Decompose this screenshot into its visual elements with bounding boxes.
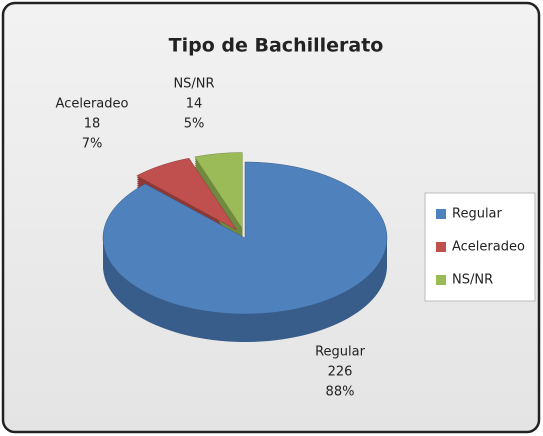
legend-swatch	[436, 209, 446, 219]
data-label-value: 14	[186, 97, 203, 112]
pie-tops	[102, 152, 388, 315]
legend-swatch	[436, 275, 446, 285]
data-label-percent: 5%	[184, 117, 205, 132]
slice	[136, 157, 237, 231]
data-label-percent: 88%	[326, 385, 355, 400]
slice	[102, 161, 388, 315]
legend-label: Aceleradeo	[452, 240, 525, 255]
data-label-value: 18	[84, 117, 101, 132]
chart-title: Tipo de Bachillerato	[169, 35, 384, 57]
data-label-percent: 7%	[82, 137, 103, 152]
data-label-name: Regular	[315, 345, 366, 360]
slice	[194, 152, 243, 230]
legend-label: NS/NR	[452, 273, 493, 288]
legend-label: Regular	[452, 207, 503, 222]
legend-swatch	[436, 242, 446, 252]
data-label-name: Aceleradeo	[56, 97, 129, 112]
data-label-name: NS/NR	[173, 77, 214, 92]
data-label-value: 226	[328, 365, 353, 380]
